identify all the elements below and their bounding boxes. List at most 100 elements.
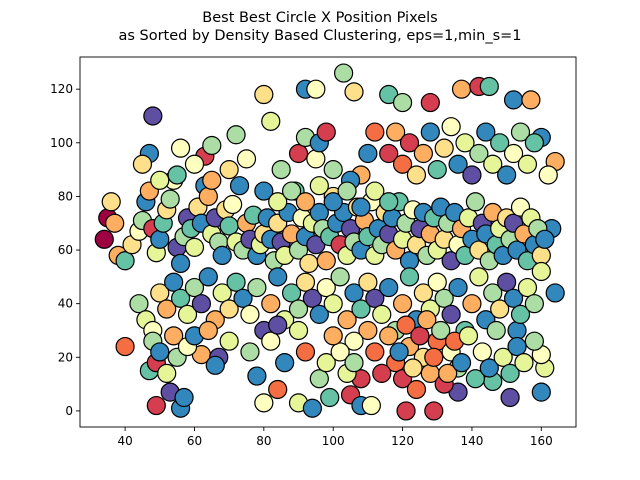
scatter-point	[434, 138, 454, 158]
scatter-point	[500, 363, 520, 383]
scatter-point	[524, 133, 544, 153]
x-tick-label: 160	[530, 434, 553, 448]
scatter-point	[160, 189, 180, 209]
scatter-point	[164, 272, 184, 292]
scatter-point	[164, 326, 184, 346]
scatter-point	[184, 277, 205, 298]
scatter-point	[212, 283, 232, 303]
scatter-point	[379, 326, 399, 346]
scatter-point	[105, 213, 125, 233]
scatter-point	[344, 82, 364, 102]
scatter-point	[271, 160, 291, 180]
scatter-point	[236, 149, 257, 169]
scatter-point	[545, 283, 565, 303]
scatter-point	[219, 216, 239, 236]
scatter-point	[316, 122, 336, 142]
scatter-point	[406, 165, 427, 185]
scatter-point	[330, 342, 350, 362]
scatter-point	[240, 304, 260, 324]
scatter-point	[306, 79, 326, 99]
scatter-point	[462, 165, 482, 185]
scatter-point	[493, 347, 513, 367]
scatter-point	[361, 395, 381, 416]
scatter-point	[521, 90, 541, 110]
x-axis: 40 60 80 100 120 140 160	[117, 427, 553, 448]
scatter-point	[184, 237, 205, 257]
scatter-point	[531, 261, 551, 282]
scatter-point	[458, 326, 479, 346]
scatter-point	[316, 251, 336, 271]
scatter-point	[531, 382, 551, 402]
scatter-point	[420, 122, 440, 142]
scatter-point	[500, 387, 520, 408]
scatter-point	[392, 294, 413, 314]
scatter-point	[344, 331, 364, 351]
scatter-point	[476, 122, 496, 142]
scatter-point	[129, 294, 149, 314]
scatter-point	[365, 122, 385, 142]
scatter-point	[115, 251, 135, 271]
scatter-point	[205, 355, 225, 375]
scatter-point	[323, 326, 343, 346]
y-tick-label: 20	[58, 350, 73, 364]
x-tick-label: 40	[117, 434, 132, 448]
scatter-point	[479, 358, 499, 378]
scatter-point	[233, 288, 253, 308]
scatter-point	[132, 154, 153, 174]
scatter-point	[261, 331, 281, 351]
scatter-point	[438, 363, 458, 383]
scatter-point	[302, 288, 322, 308]
scatter-point	[146, 395, 166, 416]
scatter-point	[358, 272, 378, 292]
scatter-point	[316, 353, 336, 373]
scatter-point	[406, 379, 427, 400]
scatter-point	[448, 154, 468, 174]
scatter-point	[451, 79, 472, 99]
scatter-point	[344, 283, 364, 303]
scatter-point	[202, 170, 222, 190]
scatter-point	[469, 143, 489, 164]
x-tick-label: 120	[391, 434, 414, 448]
scatter-point	[427, 272, 447, 292]
scatter-point	[358, 143, 378, 164]
scatter-point	[413, 283, 433, 303]
y-tick-label: 0	[65, 404, 73, 418]
scatter-point	[465, 369, 486, 389]
scatter-point	[337, 181, 357, 201]
scatter-point	[531, 245, 551, 266]
scatter-point	[389, 342, 409, 362]
scatter-point	[288, 320, 309, 341]
scatter-point	[392, 92, 413, 113]
scatter-point	[535, 229, 555, 249]
scatter-point	[455, 133, 475, 153]
scatter-point	[365, 342, 385, 362]
scatter-point	[451, 353, 472, 373]
axes-frame	[79, 56, 577, 428]
scatter-point	[510, 122, 531, 142]
scatter-point	[226, 125, 246, 145]
scatter-point	[143, 106, 163, 126]
points-layer	[94, 63, 565, 421]
scatter-point	[365, 288, 385, 308]
chart-title-line-1: Best Best Circle X Position Pixels	[202, 10, 437, 26]
scatter-point	[517, 277, 538, 298]
scatter-point	[323, 192, 343, 212]
scatter-point	[538, 165, 558, 185]
scatter-point	[261, 111, 281, 131]
scatter-point	[372, 304, 392, 324]
scatter-point	[462, 294, 482, 314]
scatter-point	[309, 369, 329, 389]
scatter-point	[316, 277, 336, 298]
scatter-point	[198, 186, 218, 207]
scatter-point	[320, 387, 340, 408]
scatter-point	[483, 154, 503, 174]
scatter-point	[441, 117, 461, 137]
scatter-point	[223, 194, 243, 215]
y-tick-label: 80	[58, 189, 73, 203]
scatter-point	[229, 176, 250, 196]
scatter-point	[396, 315, 416, 335]
scatter-point	[399, 267, 420, 287]
scatter-point	[507, 320, 527, 341]
scatter-point	[309, 304, 329, 324]
